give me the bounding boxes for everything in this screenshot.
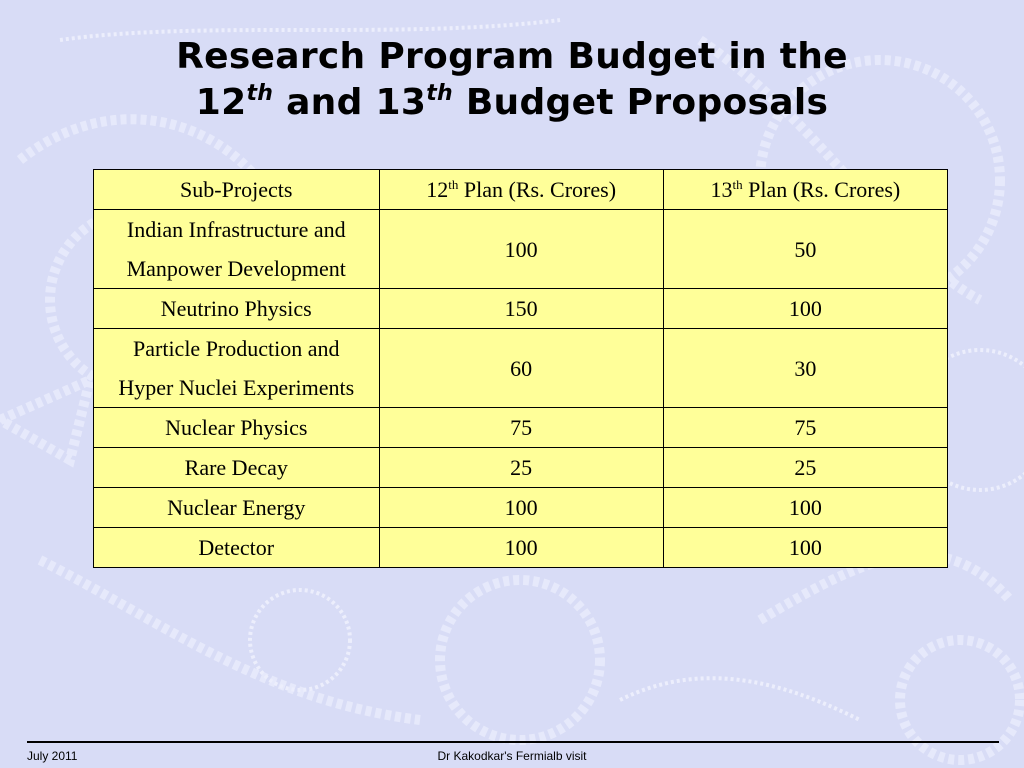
header-12th-rest: Plan (Rs. Crores): [458, 177, 617, 202]
header-13th-num: 13: [710, 177, 733, 202]
table-row: Indian Infrastructure and Manpower Devel…: [93, 209, 949, 289]
header-sub-projects: Sub-Projects: [93, 169, 380, 210]
cell-plan13: 25: [662, 447, 949, 488]
title-sup-th-2: th: [426, 81, 453, 106]
cell-plan12: 25: [378, 447, 664, 488]
header-12th-num: 12: [426, 177, 449, 202]
footer-divider: [27, 741, 999, 743]
table-row: Detector 100 100: [93, 527, 949, 568]
footer-presentation-title: Dr Kakodkar's Fermialb visit: [437, 749, 587, 763]
header-12th-plan: 12th Plan (Rs. Crores): [378, 169, 664, 210]
title-line-1: Research Program Budget in the: [176, 36, 848, 77]
slide-title: Research Program Budget in the 12th and …: [0, 34, 1024, 126]
budget-table: Sub-Projects 12th Plan (Rs. Crores) 13th…: [93, 169, 949, 568]
cell-project: Nuclear Physics: [93, 407, 380, 448]
footer-date: July 2011: [27, 749, 78, 763]
cell-plan13: 100: [662, 487, 949, 528]
table-row: Rare Decay 25 25: [93, 447, 949, 488]
table-row: Particle Production and Hyper Nuclei Exp…: [93, 328, 949, 408]
title-budget-proposals: Budget Proposals: [452, 82, 829, 123]
title-sup-th-1: th: [246, 81, 274, 106]
title-line-2: 12th and 13th Budget Proposals: [0, 80, 1024, 126]
header-12th-sup: th: [448, 177, 459, 192]
cell-plan12: 100: [378, 209, 664, 289]
table-row: Nuclear Energy 100 100: [93, 487, 949, 528]
cell-plan13: 75: [662, 407, 949, 448]
cell-plan12: 150: [378, 288, 664, 329]
cell-plan12: 75: [378, 407, 664, 448]
table-row: Nuclear Physics 75 75: [93, 407, 949, 448]
cell-plan13: 30: [662, 328, 949, 408]
cell-plan12: 60: [378, 328, 664, 408]
title-and-13: and 13: [273, 82, 427, 123]
cell-project: Detector: [93, 527, 380, 568]
cell-project: Particle Production and Hyper Nuclei Exp…: [93, 328, 380, 408]
cell-project: Indian Infrastructure and Manpower Devel…: [93, 209, 380, 289]
cell-project: Nuclear Energy: [93, 487, 380, 528]
title-12: 12: [195, 82, 247, 123]
table-row: Neutrino Physics 150 100: [93, 288, 949, 329]
header-13th-rest: Plan (Rs. Crores): [742, 177, 901, 202]
header-13th-sup: th: [732, 177, 743, 192]
cell-plan12: 100: [378, 487, 664, 528]
table-header-row: Sub-Projects 12th Plan (Rs. Crores) 13th…: [93, 169, 949, 210]
cell-project: Neutrino Physics: [93, 288, 380, 329]
header-13th-plan: 13th Plan (Rs. Crores): [662, 169, 949, 210]
cell-plan13: 100: [662, 288, 949, 329]
cell-plan13: 50: [662, 209, 949, 289]
cell-plan12: 100: [378, 527, 664, 568]
cell-project: Rare Decay: [93, 447, 380, 488]
cell-plan13: 100: [662, 527, 949, 568]
